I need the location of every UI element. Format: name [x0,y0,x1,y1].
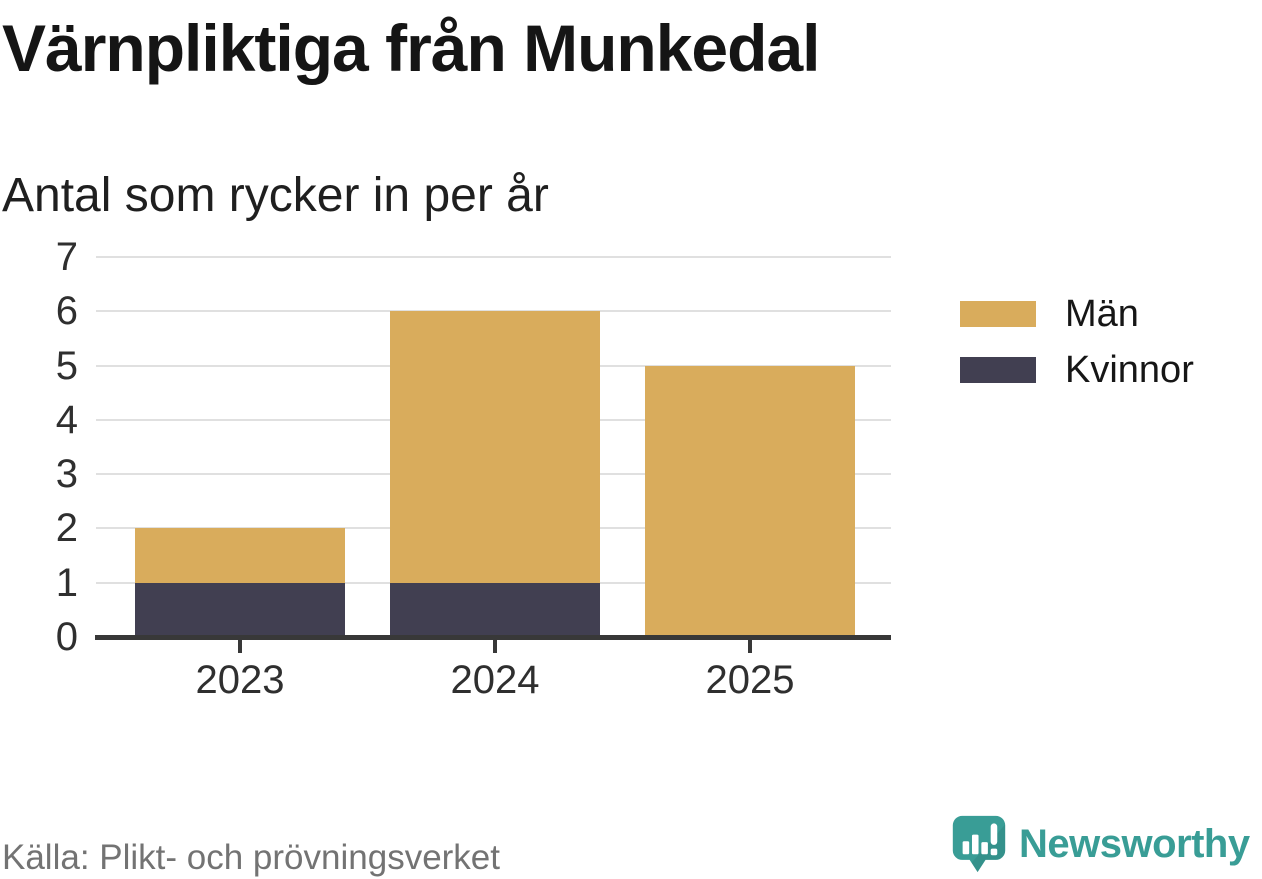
legend-label: Män [1065,293,1139,335]
legend-item: Kvinnor [960,350,1194,390]
bar-segment-män-2025 [645,365,855,637]
bar-segment-kvinnor-2024 [390,582,600,637]
y-tick-label: 7 [55,235,78,279]
chart-subtitle: Antal som rycker in per år [2,169,549,222]
chart-title: Värnpliktiga från Munkedal [2,11,820,85]
y-tick-label: 5 [55,343,78,388]
bar-segment-män-2024 [390,311,600,583]
newsworthy-bubble-icon [952,815,1006,873]
legend: Män Kvinnor [960,294,1194,406]
x-tick-mark [493,640,497,653]
legend-label: Kvinnor [1065,349,1194,391]
y-tick-label: 3 [55,452,78,497]
y-tick-label: 2 [55,506,78,551]
x-tick-label: 2024 [450,658,540,702]
newsworthy-logo: Newsworthy [950,815,1250,873]
x-tick-mark [748,640,752,653]
y-tick-label: 0 [55,615,78,659]
x-tick-label: 2023 [195,658,285,702]
legend-swatch [960,301,1036,327]
source-caption: Källa: Plikt- och prövningsverket [2,838,500,877]
x-axis-line [95,635,891,640]
newsworthy-wordmark: Newsworthy [1019,822,1250,866]
x-tick-mark [238,640,242,653]
y-tick-label: 6 [55,289,78,334]
legend-swatch [960,357,1036,383]
x-tick-label: 2025 [705,658,795,702]
gridline [96,256,891,258]
legend-item: Män [960,294,1194,334]
bar-segment-män-2023 [135,528,345,583]
y-tick-label: 4 [55,397,78,442]
y-tick-label: 1 [55,560,78,605]
bar-segment-kvinnor-2023 [135,582,345,637]
